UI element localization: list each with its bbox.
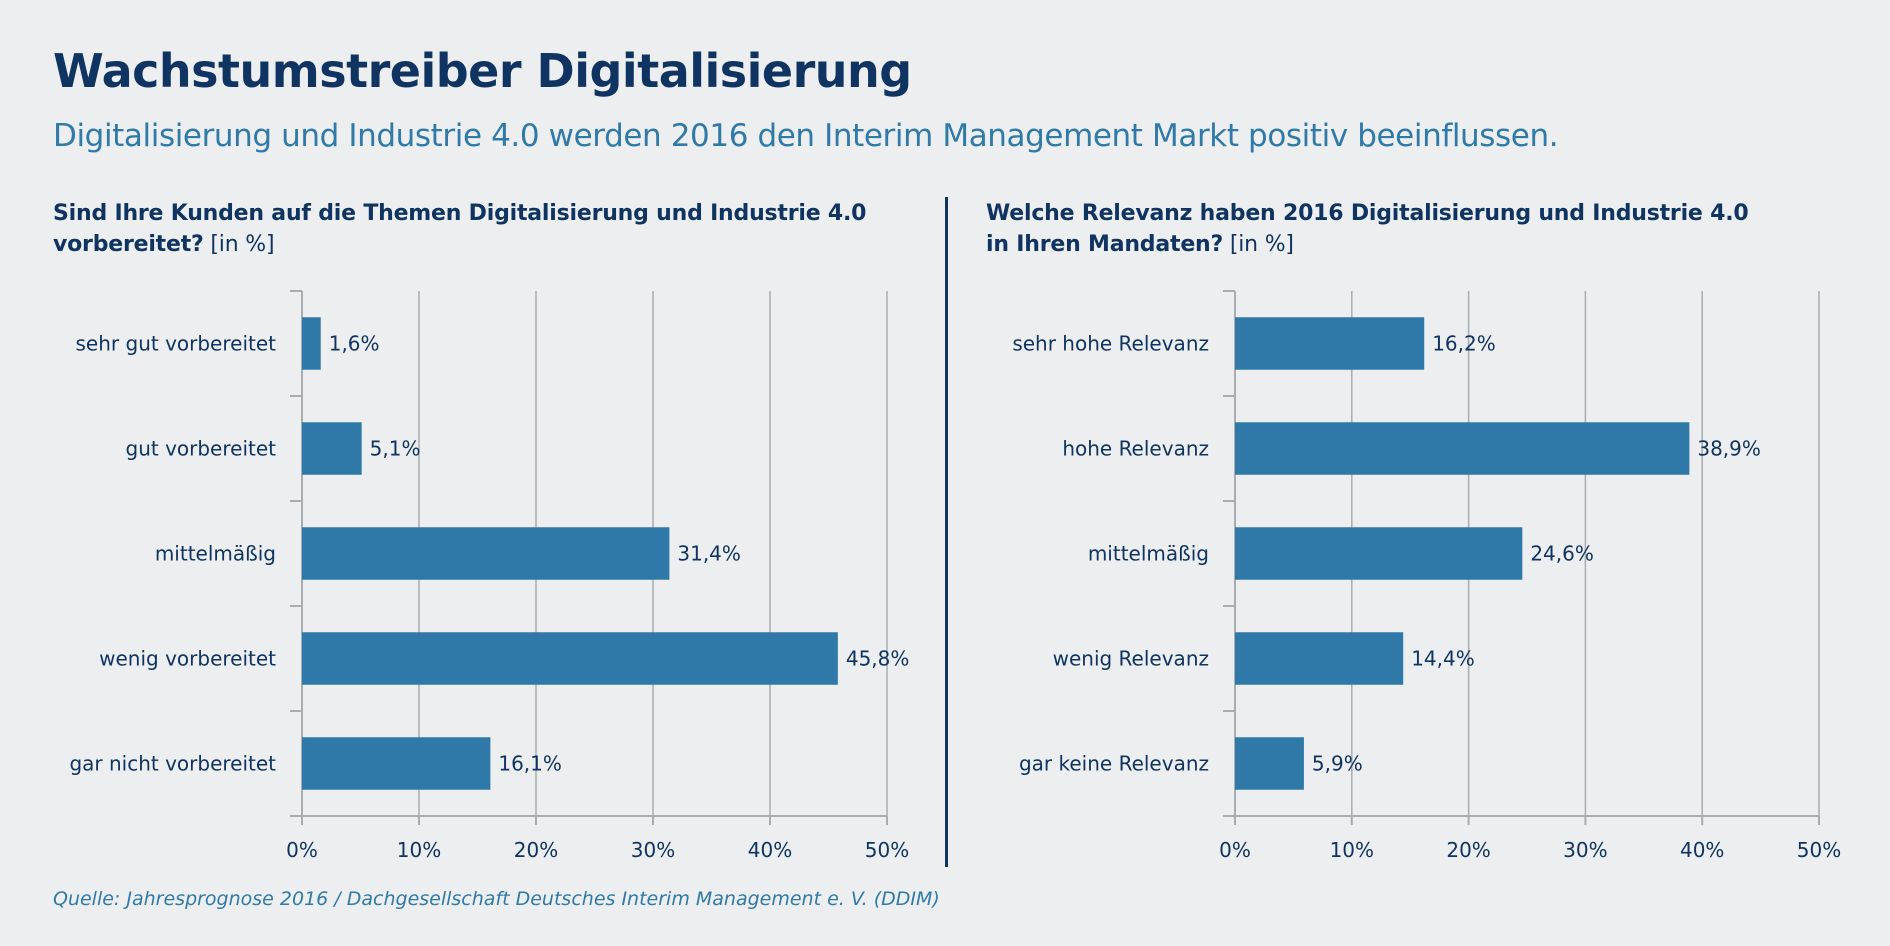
right-bar: [1235, 737, 1304, 790]
left-bar: [302, 737, 491, 790]
page-subtitle: Digitalisierung und Industrie 4.0 werden…: [53, 118, 1559, 154]
right-category-label: wenig Relevanz: [1053, 647, 1209, 671]
right-value-label: 24,6%: [1530, 542, 1594, 566]
page-title: Wachstumstreiber Digitalisierung: [53, 44, 912, 98]
chart-divider: [945, 197, 948, 867]
left-value-label: 5,1%: [370, 437, 421, 461]
left-x-tick-label: 50%: [865, 838, 909, 862]
left-chart-title-line1: Sind Ihre Kunden auf die Themen Digitali…: [53, 201, 867, 226]
right-x-tick-label: 30%: [1563, 838, 1607, 862]
left-category-label: mittelmäßig: [155, 542, 276, 566]
left-chart-title-line2: vorbereitet?: [53, 232, 204, 257]
right-value-label: 5,9%: [1312, 752, 1363, 776]
left-bar: [302, 422, 362, 475]
left-value-label: 45,8%: [846, 647, 910, 671]
right-chart-title-unit: [in %]: [1229, 232, 1294, 257]
right-chart-title-line2: in Ihren Mandaten?: [986, 232, 1224, 257]
source-note: Quelle: Jahresprognose 2016 / Dachgesell…: [53, 888, 940, 910]
right-x-tick-label: 40%: [1680, 838, 1724, 862]
left-value-label: 16,1%: [498, 752, 562, 776]
left-value-label: 1,6%: [329, 332, 380, 356]
left-category-label: sehr gut vorbereitet: [76, 332, 277, 356]
left-x-tick-label: 10%: [397, 838, 441, 862]
left-category-label: gut vorbereitet: [126, 437, 277, 461]
left-x-tick-label: 0%: [286, 838, 318, 862]
right-bar: [1235, 422, 1690, 475]
left-chart-title-unit: [in %]: [210, 232, 275, 257]
right-value-label: 14,4%: [1411, 647, 1475, 671]
right-bar: [1235, 527, 1523, 580]
right-value-label: 38,9%: [1697, 437, 1761, 461]
right-x-tick-label: 20%: [1446, 838, 1490, 862]
left-chart-title: Sind Ihre Kunden auf die Themen Digitali…: [53, 198, 866, 260]
left-category-label: wenig vorbereitet: [99, 647, 276, 671]
left-category-label: gar nicht vorbereitet: [69, 752, 276, 776]
right-x-tick-label: 50%: [1797, 838, 1841, 862]
left-x-tick-label: 40%: [748, 838, 792, 862]
left-bar: [302, 317, 321, 370]
right-chart-title-line1: Welche Relevanz haben 2016 Digitalisieru…: [986, 201, 1749, 226]
right-category-label: gar keine Relevanz: [1019, 752, 1209, 776]
right-x-tick-label: 10%: [1330, 838, 1374, 862]
right-chart-title: Welche Relevanz haben 2016 Digitalisieru…: [986, 198, 1749, 260]
right-bar: [1235, 317, 1425, 370]
left-x-tick-label: 30%: [631, 838, 675, 862]
right-category-label: hohe Relevanz: [1062, 437, 1209, 461]
left-value-label: 31,4%: [677, 542, 741, 566]
right-bar: [1235, 632, 1404, 685]
right-x-tick-label: 0%: [1219, 838, 1251, 862]
left-x-tick-label: 20%: [514, 838, 558, 862]
right-category-label: mittelmäßig: [1088, 542, 1209, 566]
left-bar: [302, 527, 670, 580]
left-bar: [302, 632, 838, 685]
right-value-label: 16,2%: [1432, 332, 1496, 356]
right-category-label: sehr hohe Relevanz: [1012, 332, 1209, 356]
